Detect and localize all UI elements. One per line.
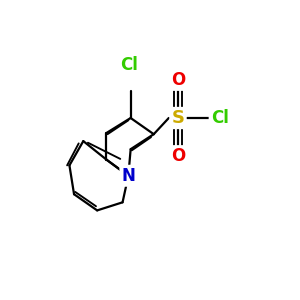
Text: O: O [171, 147, 185, 165]
Text: Cl: Cl [211, 109, 229, 127]
Text: Cl: Cl [121, 56, 138, 74]
Text: S: S [172, 109, 184, 127]
Text: O: O [171, 71, 185, 89]
Text: N: N [122, 167, 135, 185]
